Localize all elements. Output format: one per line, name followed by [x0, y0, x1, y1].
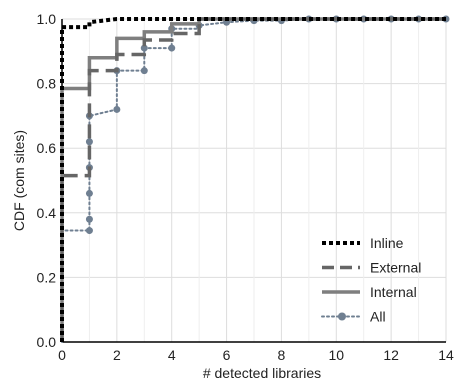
- series-marker-all: [168, 44, 176, 52]
- x-axis-label: # detected libraries: [203, 365, 321, 381]
- x-tick-label: 8: [278, 347, 286, 363]
- series-marker-all: [85, 227, 93, 235]
- y-tick-label: 0.0: [37, 334, 57, 350]
- legend: Inline External Internal All: [321, 235, 421, 325]
- series-marker-all: [140, 67, 148, 75]
- legend-label-all: All: [370, 309, 386, 325]
- legend-marker-all: [338, 312, 346, 321]
- series-marker-all: [113, 105, 121, 113]
- x-tick-label: 4: [168, 347, 176, 363]
- tick-labels: 0 2 4 6 8 10 12 14 0.0 0.2 0.4 0.6 0.8 1.0: [37, 11, 454, 363]
- x-tick-label: 0: [58, 347, 66, 363]
- x-tick-label: 10: [328, 347, 344, 363]
- y-tick-label: 0.2: [37, 269, 57, 285]
- legend-label-internal: Internal: [370, 284, 417, 300]
- x-tick-label: 14: [438, 347, 454, 363]
- series-lines: [60, 15, 450, 343]
- x-tick-label: 2: [113, 347, 121, 363]
- series-marker-all: [85, 215, 93, 223]
- y-tick-label: 0.4: [37, 205, 57, 221]
- y-axis-label: CDF (com sites): [11, 130, 27, 231]
- y-tick-label: 0.6: [37, 140, 57, 156]
- legend-label-inline: Inline: [370, 235, 404, 251]
- y-tick-label: 1.0: [37, 11, 57, 27]
- series-marker-all: [85, 138, 93, 146]
- series-marker-all: [140, 44, 148, 52]
- y-tick-label: 0.8: [37, 76, 57, 92]
- x-tick-label: 12: [383, 347, 399, 363]
- x-tick-label: 6: [223, 347, 231, 363]
- legend-label-external: External: [370, 260, 421, 276]
- series-line-inline: [60, 17, 446, 342]
- series-marker-all: [85, 189, 93, 197]
- series-line-external: [60, 17, 446, 342]
